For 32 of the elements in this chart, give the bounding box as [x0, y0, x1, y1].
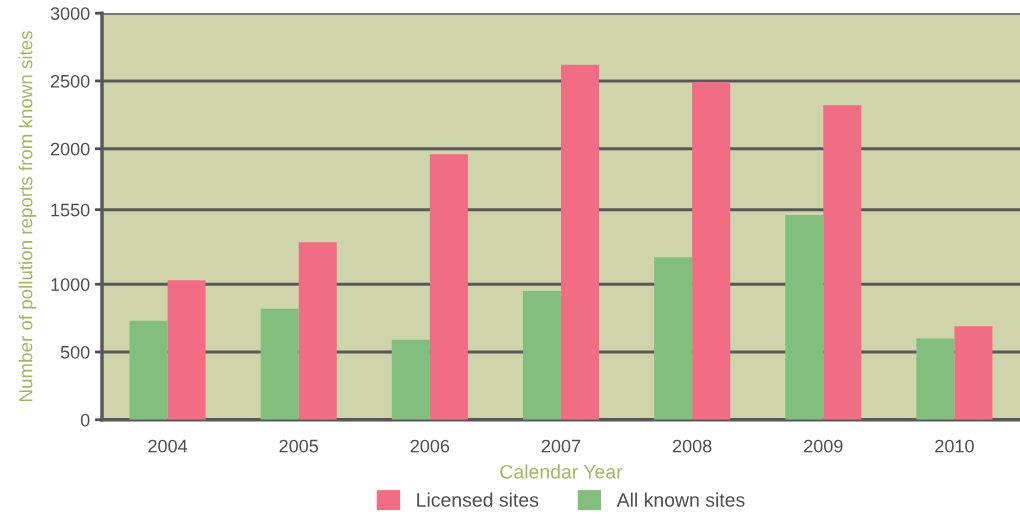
x-tick-label: 2004 — [148, 439, 188, 453]
bar — [167, 280, 206, 420]
y-axis-title: Number of pollution reports from known sites — [18, 31, 37, 401]
legend-label: All known sites — [616, 492, 745, 507]
y-tick-label: 2500 — [50, 74, 90, 88]
bar — [429, 154, 468, 420]
bar — [129, 320, 168, 420]
bar — [391, 339, 430, 420]
y-tick-label: 0 — [80, 413, 90, 427]
x-axis-title: Calendar Year — [500, 464, 623, 479]
bar — [298, 242, 337, 420]
legend-label: Licensed sites — [417, 492, 539, 507]
x-tick-label: 2010 — [935, 439, 974, 453]
bar — [823, 105, 862, 420]
bar — [916, 338, 955, 420]
bar — [561, 64, 600, 420]
x-tick-label: 2006 — [410, 439, 450, 453]
bar — [692, 82, 731, 420]
x-tick-label: 2005 — [279, 439, 319, 453]
bar — [654, 257, 693, 420]
y-tick-label: 500 — [60, 345, 90, 359]
bar — [522, 291, 561, 420]
bar — [954, 326, 993, 420]
y-tick-label: 3000 — [50, 7, 90, 20]
y-tick-label: 1550 — [51, 203, 90, 217]
y-tick-label: 1000 — [51, 278, 90, 291]
bar — [260, 308, 299, 420]
x-tick-label: 2009 — [804, 439, 843, 453]
y-tick-label: 2000 — [50, 142, 90, 156]
x-tick-label: 2007 — [541, 439, 581, 453]
bar — [785, 215, 824, 420]
x-tick-label: 2008 — [672, 439, 712, 453]
